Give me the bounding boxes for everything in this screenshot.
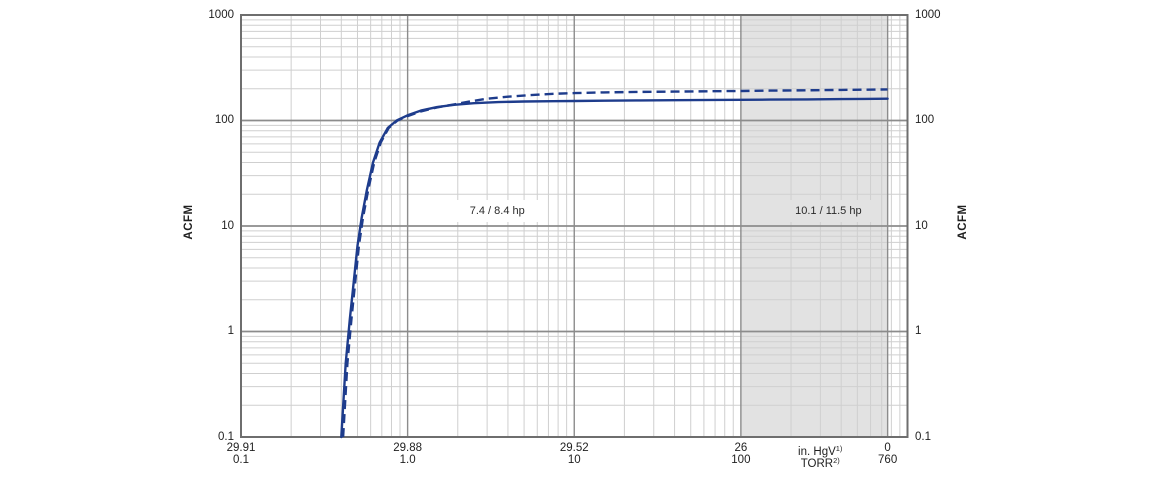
- dashed-curve: [341, 88, 888, 438]
- solid-curve: [340, 97, 889, 439]
- plot-frame: [240, 14, 909, 438]
- y-axis-title-right: ACFM: [957, 204, 969, 240]
- y-axis-title-left: ACFM: [183, 204, 195, 240]
